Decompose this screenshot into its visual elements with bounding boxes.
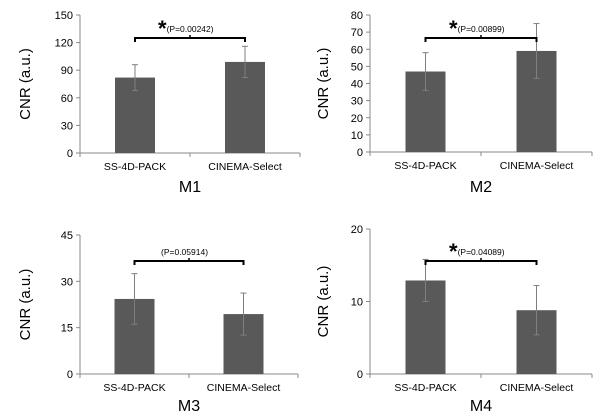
p-value-text: (P=0.00242) — [167, 24, 214, 34]
y-tick-label: 40 — [351, 79, 363, 91]
x-category-label: SS-4D-PACK — [394, 160, 456, 172]
y-tick-label: 30 — [61, 120, 73, 132]
significance-bracket — [424, 37, 538, 42]
significance-star: * — [449, 239, 458, 264]
x-category-label: CINEMA-Select — [208, 161, 282, 173]
y-tick-label: 0 — [357, 369, 363, 381]
y-tick-label: 120 — [55, 38, 73, 50]
significance-bracket — [133, 260, 245, 265]
significance-label: *(P=0.00242) — [158, 16, 214, 41]
significance-bracket — [134, 37, 246, 42]
x-category-label: SS-4D-PACK — [104, 161, 166, 173]
x-category-label: SS-4D-PACK — [394, 382, 456, 394]
panel-title: M3 — [178, 398, 200, 415]
y-tick-label: 0 — [67, 148, 73, 160]
panel-title: M2 — [470, 179, 492, 196]
y-tick-label: 10 — [351, 130, 363, 142]
x-category-label: CINEMA-Select — [500, 160, 574, 172]
y-tick-label: 0 — [67, 369, 73, 381]
y-tick-label: 60 — [351, 44, 363, 56]
x-category-label: CINEMA-Select — [207, 382, 281, 394]
y-tick-label: 50 — [351, 61, 363, 73]
y-axis-label: CNR (a.u.) — [17, 48, 34, 120]
significance-label: (P=0.05914) — [161, 247, 208, 257]
p-value-text: (P=0.04089) — [458, 247, 505, 257]
y-tick-label: 70 — [351, 27, 363, 39]
x-category-label: CINEMA-Select — [500, 382, 574, 394]
y-tick-label: 15 — [61, 323, 73, 335]
y-tick-label: 20 — [351, 224, 363, 236]
y-tick-label: 30 — [351, 96, 363, 108]
y-tick-label: 0 — [357, 147, 363, 159]
significance-label: *(P=0.04089) — [449, 239, 505, 264]
y-axis-label: CNR (a.u.) — [17, 269, 34, 341]
significance-label: *(P=0.00899) — [449, 16, 505, 41]
significance-bracket — [424, 260, 538, 265]
significance-star: * — [158, 16, 167, 41]
p-value-text: (P=0.00899) — [458, 24, 505, 34]
y-tick-label: 10 — [351, 297, 363, 309]
panel-title: M1 — [179, 179, 201, 196]
y-tick-label: 60 — [61, 93, 73, 105]
y-tick-label: 30 — [61, 276, 73, 288]
significance-star: * — [449, 16, 458, 41]
y-axis-label: CNR (a.u.) — [315, 48, 332, 120]
y-tick-label: 20 — [351, 113, 363, 125]
y-tick-label: 45 — [61, 230, 73, 242]
y-tick-label: 150 — [55, 10, 73, 22]
y-tick-label: 90 — [61, 65, 73, 77]
y-axis-label: CNR (a.u.) — [315, 266, 332, 338]
panel-title: M4 — [470, 398, 492, 415]
x-category-label: SS-4D-PACK — [103, 382, 165, 394]
y-tick-label: 80 — [351, 10, 363, 22]
p-value-text: (P=0.05914) — [161, 247, 208, 257]
